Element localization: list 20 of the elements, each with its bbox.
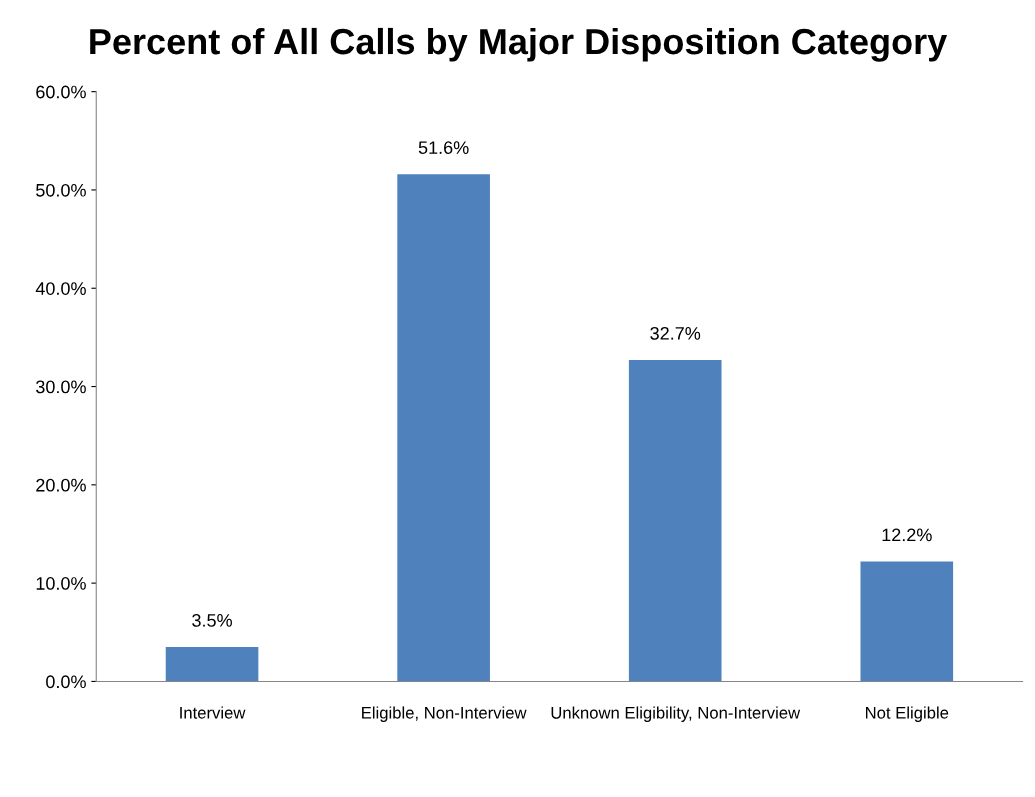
y-tick-label: 40.0%	[35, 282, 86, 295]
bar	[628, 360, 722, 682]
data-label: 32.7%	[650, 326, 701, 340]
data-label: 51.6%	[418, 141, 469, 154]
chart-title: Percent of All Calls by Major Disposition Category	[90, 27, 948, 62]
x-tick-label: Eligible, Non-Interview	[362, 706, 527, 722]
y-tick-label: 20.0%	[36, 478, 86, 492]
y-tick-label: 50.0%	[36, 183, 86, 197]
y-tick-label: 30.0%	[36, 380, 86, 394]
y-tick-label: 0.0%	[46, 675, 86, 689]
x-tick-label: Interview	[180, 706, 246, 719]
x-tick-label: Not Eligible	[866, 706, 949, 722]
bar	[397, 174, 490, 682]
data-label: 12.2%	[882, 528, 932, 542]
y-tick-label: 60.0%	[36, 85, 86, 99]
data-label: 3.5%	[192, 614, 232, 627]
bar	[165, 647, 259, 682]
y-tick-label: 10.0%	[36, 577, 86, 590]
bar	[860, 561, 954, 682]
x-tick-label: Unknown Eligibility, Non-Interview	[551, 706, 801, 722]
